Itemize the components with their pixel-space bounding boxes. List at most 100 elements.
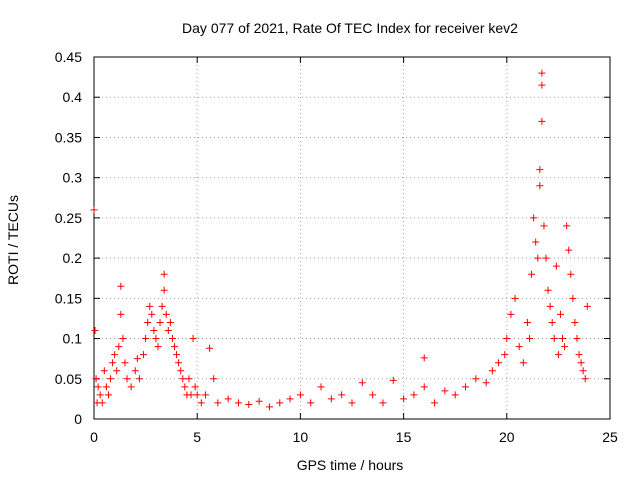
data-point <box>575 351 583 359</box>
data-point <box>201 391 209 399</box>
y-tick-label: 0.3 <box>63 170 83 186</box>
data-point <box>462 383 470 391</box>
data-point <box>100 367 108 375</box>
data-point <box>536 166 544 174</box>
data-point <box>191 383 199 391</box>
data-point <box>90 206 98 214</box>
data-point <box>193 391 201 399</box>
data-point <box>523 318 531 326</box>
data-point <box>102 383 110 391</box>
data-point <box>265 403 273 411</box>
data-point <box>164 327 172 335</box>
data-point <box>526 335 534 343</box>
data-point <box>573 335 581 343</box>
data-point <box>224 395 232 403</box>
data-point <box>286 395 294 403</box>
data-point <box>410 391 418 399</box>
data-point <box>569 294 577 302</box>
data-point <box>441 387 449 395</box>
data-point <box>148 310 156 318</box>
y-axis-label: ROTI / TECUs <box>5 195 21 285</box>
data-point <box>166 318 174 326</box>
data-point <box>214 399 222 407</box>
data-point <box>420 383 428 391</box>
data-point <box>177 367 185 375</box>
data-point <box>162 310 170 318</box>
data-point <box>187 391 195 399</box>
x-tick-label: 10 <box>293 429 309 445</box>
data-point <box>565 246 573 254</box>
data-point <box>507 310 515 318</box>
data-point <box>135 375 143 383</box>
data-point <box>515 343 523 351</box>
data-point <box>567 270 575 278</box>
data-point <box>158 302 166 310</box>
chart-title: Day 077 of 2021, Rate Of TEC Index for r… <box>182 20 518 36</box>
x-tick-label: 15 <box>396 429 412 445</box>
data-point <box>150 327 158 335</box>
data-point <box>472 375 480 383</box>
data-point <box>107 375 115 383</box>
data-point <box>559 335 567 343</box>
data-point <box>511 294 519 302</box>
data-point <box>152 335 160 343</box>
data-point <box>482 379 490 387</box>
y-tick-label: 0.4 <box>63 89 83 105</box>
data-point <box>503 335 511 343</box>
plot-frame <box>93 56 611 420</box>
data-point <box>142 335 150 343</box>
data-point <box>185 375 193 383</box>
data-point <box>154 343 162 351</box>
data-point <box>583 302 591 310</box>
y-tick-label: 0.1 <box>63 331 83 347</box>
data-point <box>133 355 141 363</box>
data-point <box>420 354 428 362</box>
data-point <box>156 318 164 326</box>
data-point <box>571 318 579 326</box>
data-point <box>175 359 183 367</box>
data-point <box>348 399 356 407</box>
data-point <box>234 399 242 407</box>
data-point <box>170 343 178 351</box>
data-point <box>579 367 587 375</box>
data-point <box>501 351 509 359</box>
data-point <box>563 222 571 230</box>
data-point <box>92 375 100 383</box>
y-tick-label: 0.15 <box>55 290 82 306</box>
data-point <box>123 375 131 383</box>
y-tick-label: 0.05 <box>55 371 82 387</box>
data-point <box>115 343 123 351</box>
data-point <box>554 351 562 359</box>
data-point <box>358 379 366 387</box>
x-tick-label: 5 <box>193 429 201 445</box>
data-point <box>111 351 119 359</box>
y-tick-label: 0.35 <box>55 129 82 145</box>
data-point <box>538 69 546 77</box>
x-tick-label: 25 <box>602 429 618 445</box>
data-point <box>276 399 284 407</box>
data-point <box>540 222 548 230</box>
data-point <box>113 367 121 375</box>
data-point <box>532 238 540 246</box>
data-point <box>561 343 569 351</box>
x-axis-label: GPS time / hours <box>297 457 404 473</box>
data-point <box>400 395 408 403</box>
data-point <box>338 391 346 399</box>
data-point <box>245 401 253 409</box>
data-point <box>131 367 139 375</box>
x-tick-label: 0 <box>90 429 98 445</box>
data-point <box>548 318 556 326</box>
y-tick-label: 0 <box>74 411 82 427</box>
data-point <box>488 367 496 375</box>
data-point <box>431 399 439 407</box>
data-point <box>94 383 102 391</box>
data-point <box>119 335 127 343</box>
data-point <box>538 81 546 89</box>
data-point <box>117 310 125 318</box>
data-point <box>327 395 335 403</box>
data-point <box>189 335 197 343</box>
data-point <box>117 282 125 290</box>
data-point <box>546 302 554 310</box>
data-point <box>127 383 135 391</box>
